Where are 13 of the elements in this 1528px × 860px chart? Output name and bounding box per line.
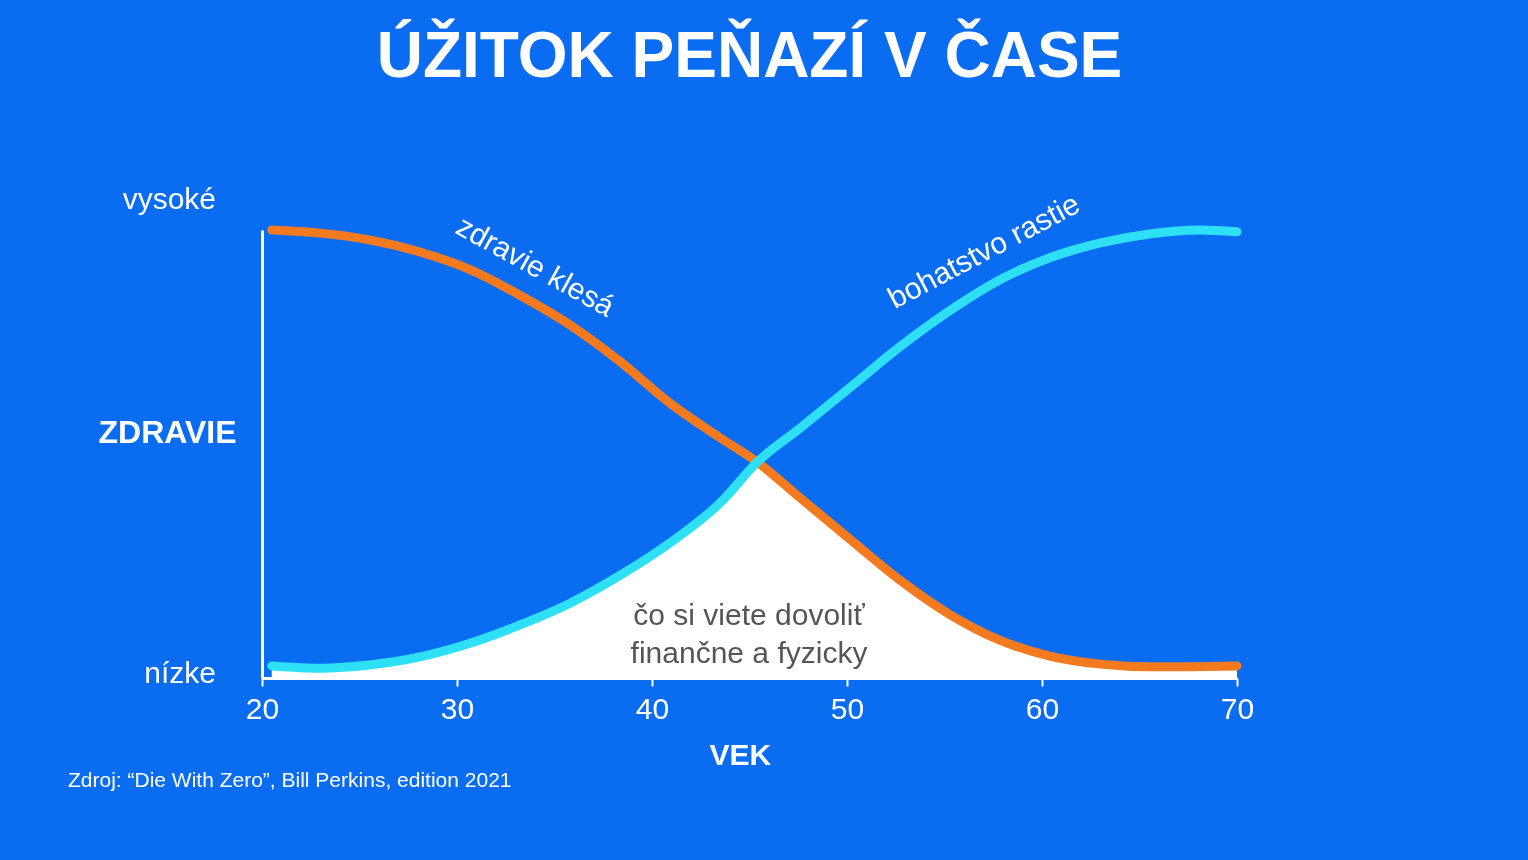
text: nízke <box>144 656 216 689</box>
x-tick-label: 20 <box>245 691 280 725</box>
x-tick-label: 50 <box>830 691 865 725</box>
text: Zdroj: “Die With Zero”, Bill Perkins, edition 2021 <box>68 768 512 791</box>
annotation: čo si viete dovoliť finančne a fyzicky <box>630 598 868 669</box>
x-tick-label: 60 <box>1025 691 1060 725</box>
x-tick-label: 40 <box>635 691 670 725</box>
chart-title: ÚŽITOK PEŇAZÍ V ČASE <box>376 18 1123 91</box>
x-axis-title: VEK <box>709 737 772 771</box>
y-axis-title: ZDRAVIE <box>98 414 237 451</box>
x-tick-label: 70 <box>1220 691 1255 725</box>
x-tick-label: 30 <box>440 691 475 725</box>
text: vysoké <box>122 182 216 215</box>
